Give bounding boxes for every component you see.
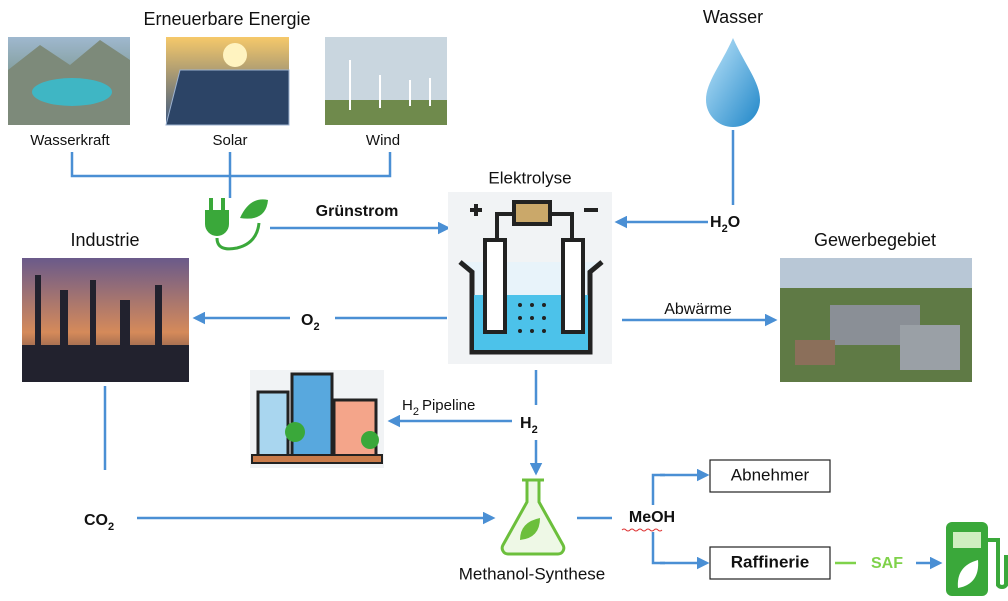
electrolysis-icon bbox=[448, 192, 612, 364]
text: H bbox=[520, 415, 532, 432]
buyer-label: Abnehmer bbox=[731, 465, 810, 484]
wind-image bbox=[325, 37, 447, 125]
hydro-image bbox=[8, 37, 130, 125]
collector-line bbox=[72, 152, 390, 198]
flask-icon bbox=[502, 480, 564, 554]
commercial-area-label: Gewerbegebiet bbox=[814, 230, 936, 250]
city-icon bbox=[250, 370, 384, 468]
waste-heat-label: Abwärme bbox=[664, 301, 732, 318]
text: O bbox=[728, 214, 740, 231]
green-power-label: Grünstrom bbox=[316, 203, 399, 220]
source-label: Wasserkraft bbox=[30, 132, 110, 149]
industry-image bbox=[22, 258, 189, 382]
o2-label: O2 bbox=[301, 312, 320, 333]
fuel-pump-icon bbox=[946, 522, 1006, 596]
text: H bbox=[710, 214, 722, 231]
saf-label: SAF bbox=[871, 555, 903, 572]
text: CO bbox=[84, 512, 108, 529]
commercial-area-image bbox=[780, 258, 972, 382]
h2o-label: H2O bbox=[710, 214, 740, 235]
text: 2 bbox=[108, 521, 114, 533]
plug-icon bbox=[205, 198, 268, 249]
text: 2 bbox=[532, 424, 538, 436]
renewables-title: Erneuerbare Energie bbox=[143, 9, 310, 29]
line bbox=[653, 532, 665, 563]
text: O bbox=[301, 312, 313, 329]
water-label: Wasser bbox=[703, 7, 763, 27]
source-label: Wind bbox=[366, 132, 400, 149]
text: 2 bbox=[413, 406, 419, 418]
meoh-label: MeOH bbox=[629, 509, 675, 526]
refinery-label: Raffinerie bbox=[731, 552, 809, 571]
industry-label: Industrie bbox=[70, 230, 139, 250]
diagram: Erneuerbare Energie Wasserkraft Solar Wi… bbox=[0, 0, 1008, 601]
methanol-synthesis-label: Methanol-Synthese bbox=[459, 564, 605, 583]
solar-image bbox=[166, 37, 289, 125]
co2-label: CO2 bbox=[84, 512, 114, 533]
line bbox=[653, 475, 665, 505]
source-label: Solar bbox=[212, 132, 247, 149]
text: Pipeline bbox=[422, 397, 475, 414]
h2-label: H2 bbox=[520, 415, 538, 436]
page: Erneuerbare Energie Wasserkraft Solar Wi… bbox=[0, 0, 1008, 601]
text: H bbox=[402, 397, 413, 414]
spell-underline bbox=[622, 529, 662, 531]
text: 2 bbox=[313, 321, 319, 333]
electrolysis-label: Elektrolyse bbox=[488, 168, 571, 187]
water-drop-icon bbox=[706, 38, 760, 127]
